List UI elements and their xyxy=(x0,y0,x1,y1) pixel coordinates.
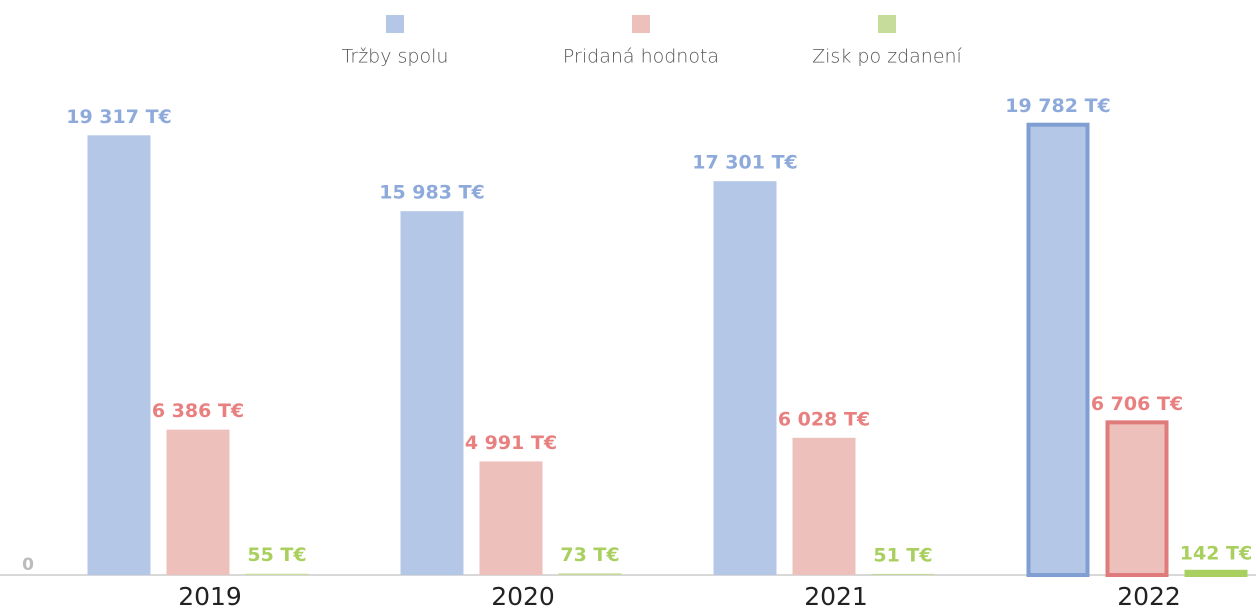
value-label: 55 T€ xyxy=(247,544,306,566)
legend-swatch xyxy=(386,15,404,33)
value-label: 6 386 T€ xyxy=(152,400,244,422)
x-tick-label: 2022 xyxy=(1117,582,1181,611)
bar xyxy=(871,573,935,575)
value-label: 73 T€ xyxy=(560,544,619,566)
value-label: 6 028 T€ xyxy=(778,408,870,430)
value-label: 51 T€ xyxy=(873,544,932,566)
x-tick-label: 2021 xyxy=(804,582,868,611)
x-tick-label: 2019 xyxy=(178,582,242,611)
legend-label: Pridaná hodnota xyxy=(563,46,719,68)
value-label: 15 983 T€ xyxy=(379,182,485,204)
bar xyxy=(479,461,543,575)
bar xyxy=(245,573,309,575)
bar xyxy=(166,429,230,575)
bar xyxy=(87,135,151,575)
value-label: 4 991 T€ xyxy=(465,432,557,454)
value-label: 19 782 T€ xyxy=(1005,95,1111,117)
legend-swatch xyxy=(878,15,896,33)
bar xyxy=(1105,420,1169,577)
value-label: 19 317 T€ xyxy=(66,106,172,128)
value-label: 142 T€ xyxy=(1180,542,1252,564)
x-tick-label: 2020 xyxy=(491,582,555,611)
value-label: 17 301 T€ xyxy=(692,152,798,174)
y-tick-label: 0 xyxy=(22,555,34,575)
bar xyxy=(400,211,464,575)
bar xyxy=(558,573,622,575)
bar xyxy=(713,181,777,575)
bar xyxy=(792,437,856,575)
value-label: 6 706 T€ xyxy=(1091,393,1183,415)
legend-label: Tržby spolu xyxy=(342,46,449,68)
legend-swatch xyxy=(632,15,650,33)
bar xyxy=(1026,122,1090,577)
bar xyxy=(1184,569,1248,578)
legend-label: Zisk po zdanení xyxy=(812,46,962,68)
